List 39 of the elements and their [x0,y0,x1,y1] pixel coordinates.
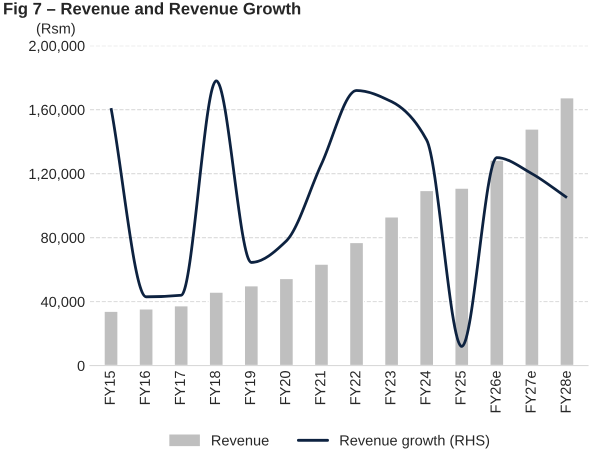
y-tick-label: 80,000 [41,232,85,245]
x-tick-label: FY23 [385,371,396,404]
x-tick-label: FY26e [490,371,501,412]
x-tick-label: FY27e [525,371,536,412]
x-tick-label: FY22 [350,371,360,404]
bar [173,304,189,366]
y-tick-label: 40,000 [40,296,85,309]
bar [103,310,119,366]
line-series [110,80,568,348]
x-tick-label: FY21 [315,371,326,404]
bar [278,278,294,366]
bar [384,216,400,366]
bar [138,308,154,366]
x-tick-label: FY15 [104,371,115,404]
x-tick-label: FY28e [560,371,571,412]
bar [489,159,505,366]
bar [314,263,330,366]
y-tick-label: 1,60,000 [29,104,85,117]
legend-label: Revenue [212,435,269,446]
x-tick-label: FY17 [174,371,185,404]
x-tick-label: FY25 [455,371,466,404]
bar [559,96,575,366]
y-axis-title: (Rsm) [36,22,75,36]
chart-title: Fig 7 – Revenue and Revenue Growth [4,2,300,18]
y-tick-label: 2,00,000 [29,40,85,53]
x-tick-label: FY19 [244,371,256,404]
x-tick-label: FY24 [420,370,430,404]
bar [348,242,364,366]
y-tick-label: 0 [78,360,85,372]
x-tick-label: FY18 [210,371,220,404]
bar [454,187,470,366]
legend-label: Revenue growth (RHS) [340,434,490,448]
y-tick-label: 1,20,000 [29,168,85,181]
bar [524,128,540,366]
bar [208,291,224,366]
bar [418,190,434,366]
x-tick-label: FY16 [140,371,150,404]
x-tick-label: FY20 [280,371,290,404]
bar [244,284,260,366]
